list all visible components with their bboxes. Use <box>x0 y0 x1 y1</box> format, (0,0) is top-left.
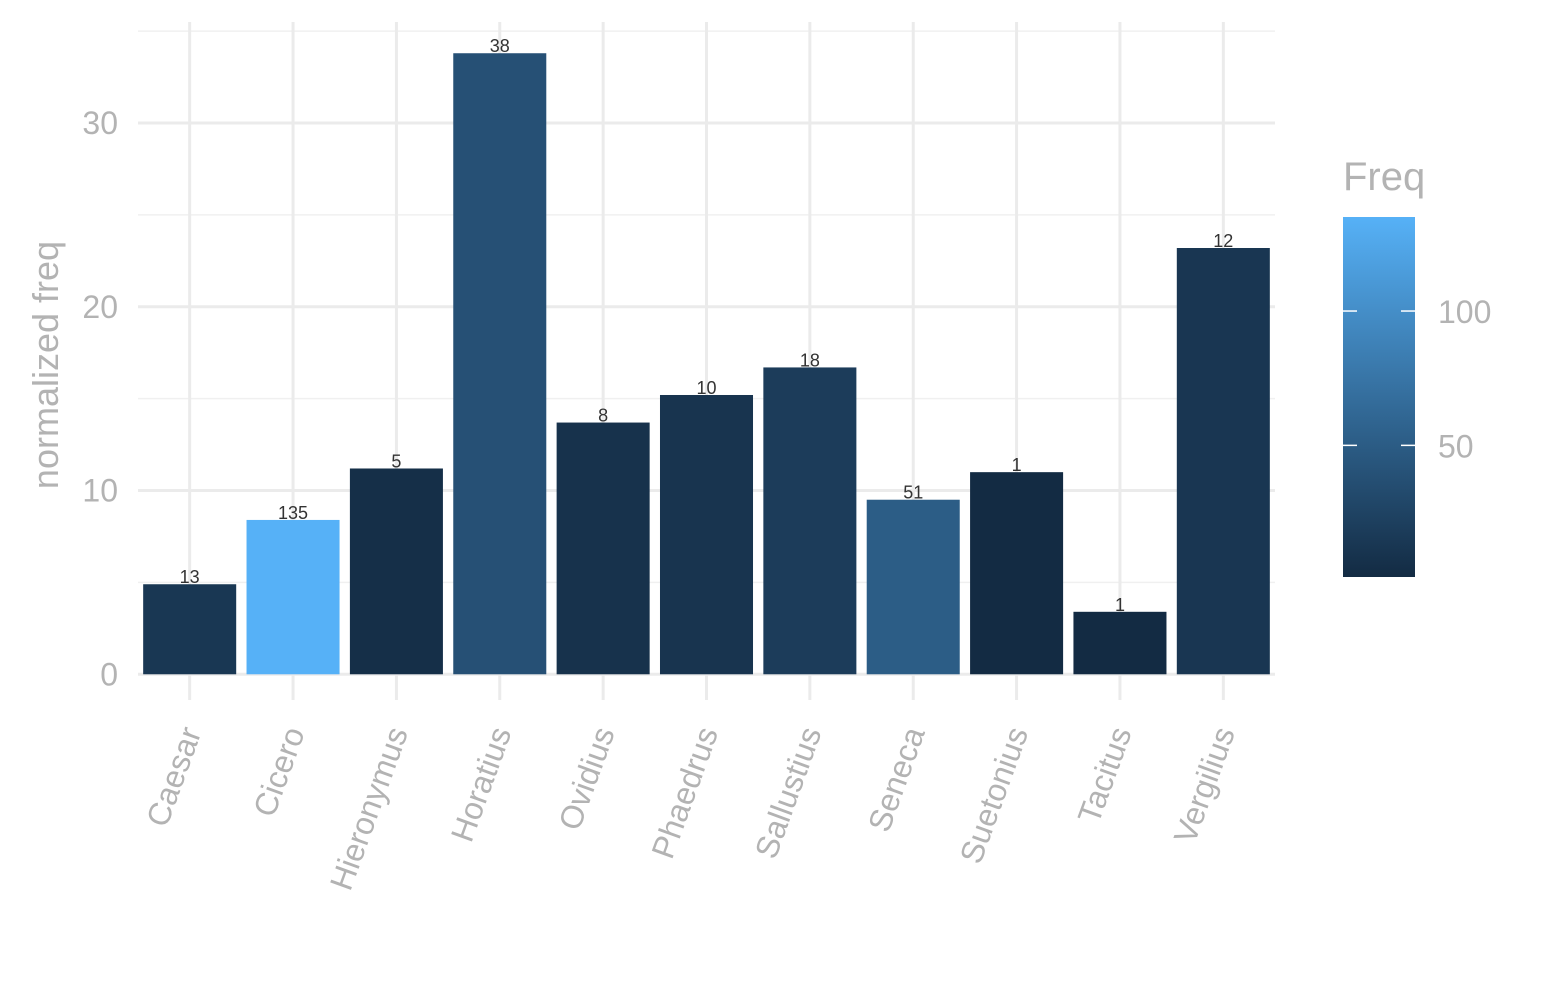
bar-sallustius <box>763 367 857 675</box>
colorbar <box>1343 217 1415 577</box>
x-axis-ticks: Caesar Cicero Hieronymus Horatius Ovidius Pha… <box>139 722 1242 895</box>
data-label: 1 <box>1115 595 1125 615</box>
data-label: 5 <box>391 451 401 471</box>
data-label: 135 <box>278 503 308 523</box>
bar-horatius <box>453 53 547 675</box>
x-tick-label: Vergilius <box>1167 722 1242 848</box>
legend-title: Freq <box>1343 155 1425 199</box>
data-label: 8 <box>598 406 608 426</box>
data-label: 18 <box>800 350 820 370</box>
bar-ovidius <box>556 422 650 675</box>
y-tick-label: 10 <box>82 473 118 509</box>
bar-vergilius <box>1176 248 1270 675</box>
data-label: 1 <box>1012 455 1022 475</box>
y-axis-label: normalized freq <box>25 241 66 489</box>
x-tick-label: Phaedrus <box>644 722 725 863</box>
data-labels: 13 135 5 38 8 10 18 51 1 1 12 <box>180 36 1234 615</box>
y-tick-label: 30 <box>82 105 118 141</box>
x-tick-label: Suetonius <box>953 722 1036 868</box>
x-tick-label: Tacitus <box>1071 722 1139 828</box>
x-tick-label: Horatius <box>444 722 519 846</box>
data-label: 10 <box>696 378 716 398</box>
data-label: 12 <box>1213 231 1233 251</box>
data-label: 38 <box>490 36 510 56</box>
x-tick-label: Ovidius <box>551 722 621 835</box>
bar-suetonius <box>970 472 1064 675</box>
x-tick-label: Hieronymus <box>323 722 415 895</box>
legend-tick-label: 100 <box>1438 294 1491 330</box>
x-tick-label: Caesar <box>139 722 208 832</box>
data-label: 51 <box>903 483 923 503</box>
y-tick-label: 20 <box>82 289 118 325</box>
bar-phaedrus <box>659 394 754 675</box>
x-tick-label: Sallustius <box>748 722 829 863</box>
x-tick-label: Cicero <box>246 722 311 821</box>
bar-tacitus <box>1073 611 1167 675</box>
bar-hieronymus <box>349 468 443 675</box>
x-tick-label: Seneca <box>861 722 932 836</box>
y-tick-label: 0 <box>100 656 118 692</box>
y-axis-ticks: 0 10 20 30 <box>82 105 118 692</box>
bars <box>143 53 1270 675</box>
bar-caesar <box>143 584 237 675</box>
legend-tick-label: 50 <box>1438 428 1474 464</box>
legend: Freq 50 100 <box>1343 155 1491 577</box>
bar-seneca <box>866 499 960 675</box>
bar-cicero <box>246 519 340 675</box>
data-label: 13 <box>180 567 200 587</box>
